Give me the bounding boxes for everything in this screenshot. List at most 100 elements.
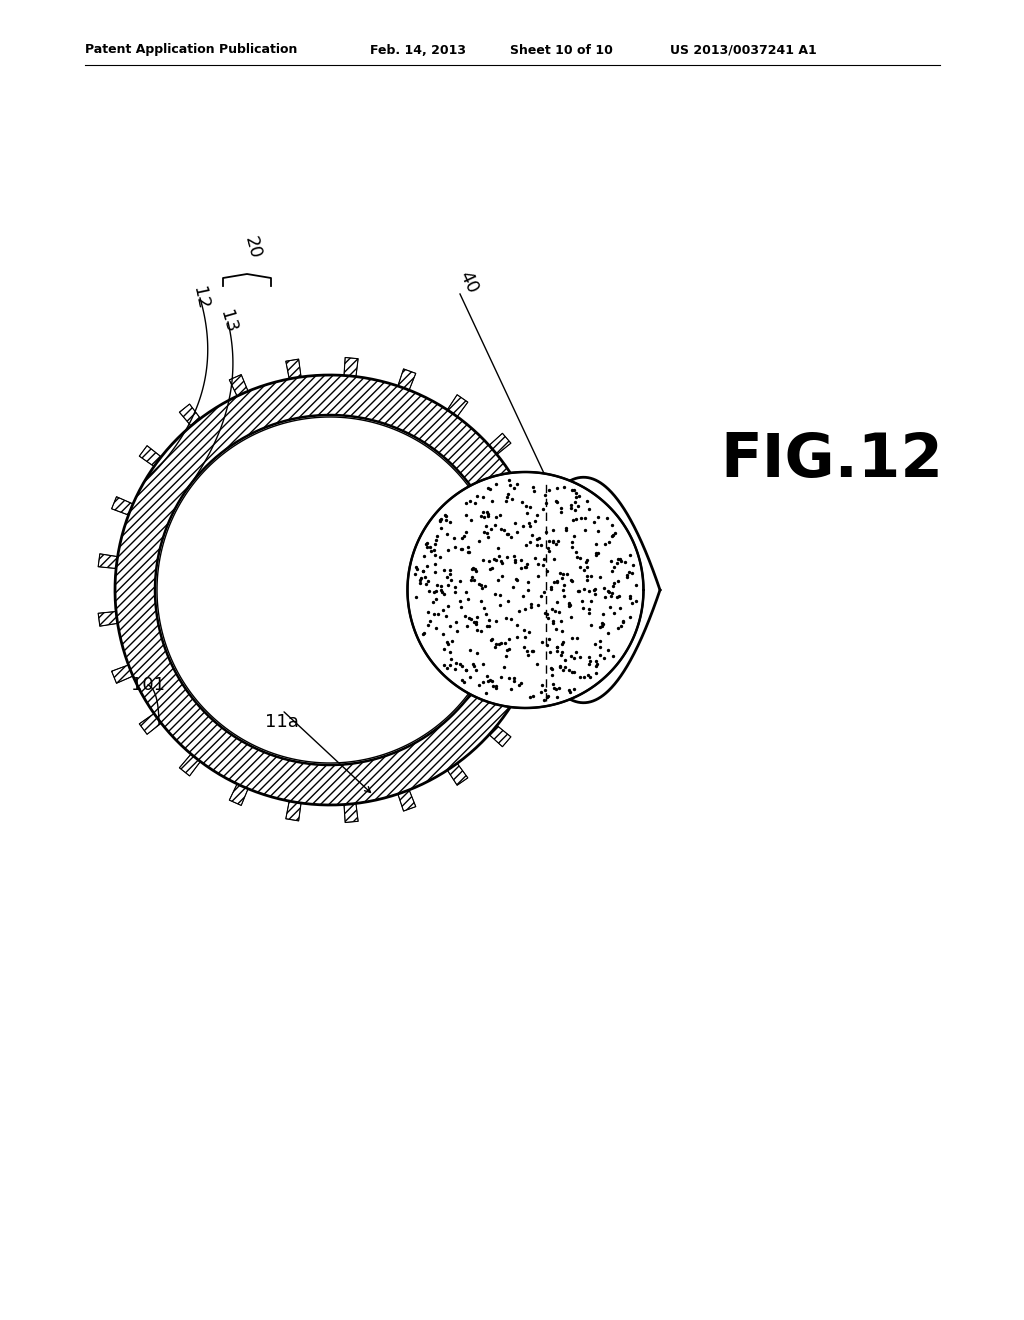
Point [468,660,484,681]
Point [415,560,431,581]
Point [582,498,598,519]
Polygon shape [518,640,534,645]
Point [515,636,531,657]
Point [457,606,473,627]
Point [413,568,429,589]
Point [562,498,579,519]
Point [563,495,580,516]
Polygon shape [229,784,248,805]
Point [435,624,452,645]
Point [579,570,595,591]
Point [453,570,469,591]
Point [422,536,438,557]
Point [612,615,629,636]
Point [439,566,456,587]
Point [432,510,449,531]
Point [606,573,623,594]
Point [416,546,432,568]
Point [572,508,589,529]
Point [465,557,481,578]
Point [471,574,487,595]
Point [552,656,568,677]
Point [625,554,641,576]
Point [462,490,478,511]
Point [588,651,604,672]
Polygon shape [518,562,534,568]
Point [487,634,504,655]
Point [551,601,567,622]
Point [543,657,559,678]
Point [471,675,487,696]
Point [478,603,495,624]
Point [567,642,584,663]
Point [577,507,593,528]
Point [605,524,622,545]
Polygon shape [229,375,248,396]
Point [442,616,459,638]
Point [423,541,439,562]
Point [447,611,464,632]
Point [514,491,530,512]
Point [588,544,604,565]
Point [541,531,557,552]
Point [442,655,459,676]
Point [539,634,555,655]
Point [490,545,507,566]
Point [539,603,555,624]
Point [521,532,538,553]
Point [466,611,482,632]
Polygon shape [112,665,133,684]
Point [623,587,639,609]
Point [418,533,434,554]
Point [552,656,568,677]
Point [541,628,557,649]
Point [523,525,540,546]
Point [623,586,639,607]
Point [550,531,566,552]
Point [433,582,450,603]
Point [443,569,460,590]
Polygon shape [518,570,534,576]
Point [622,606,638,627]
Point [488,677,505,698]
Point [436,639,453,660]
Point [499,487,515,508]
Point [581,599,597,620]
Point [453,590,469,611]
Point [536,554,552,576]
Point [549,636,565,657]
Point [427,533,443,554]
Point [490,537,507,558]
Point [483,519,500,540]
Point [537,548,553,569]
Point [616,552,633,573]
Point [482,558,499,579]
Point [446,659,463,680]
Point [592,631,608,652]
Point [555,659,571,680]
Point [483,630,500,651]
Point [474,672,490,693]
Point [467,492,483,513]
Point [507,549,523,570]
Point [537,678,553,700]
Point [517,627,534,648]
Point [464,558,480,579]
Point [489,569,506,590]
Point [499,639,515,660]
Point [577,519,593,540]
Point [454,656,470,677]
Point [446,537,463,558]
Point [555,579,571,601]
Point [604,515,621,536]
Polygon shape [408,473,643,708]
Point [461,607,477,628]
Point [500,524,516,545]
Point [432,546,449,568]
Polygon shape [518,535,534,540]
Point [560,680,577,701]
Point [556,586,572,607]
Point [427,561,443,582]
Point [522,515,539,536]
Point [546,677,562,698]
